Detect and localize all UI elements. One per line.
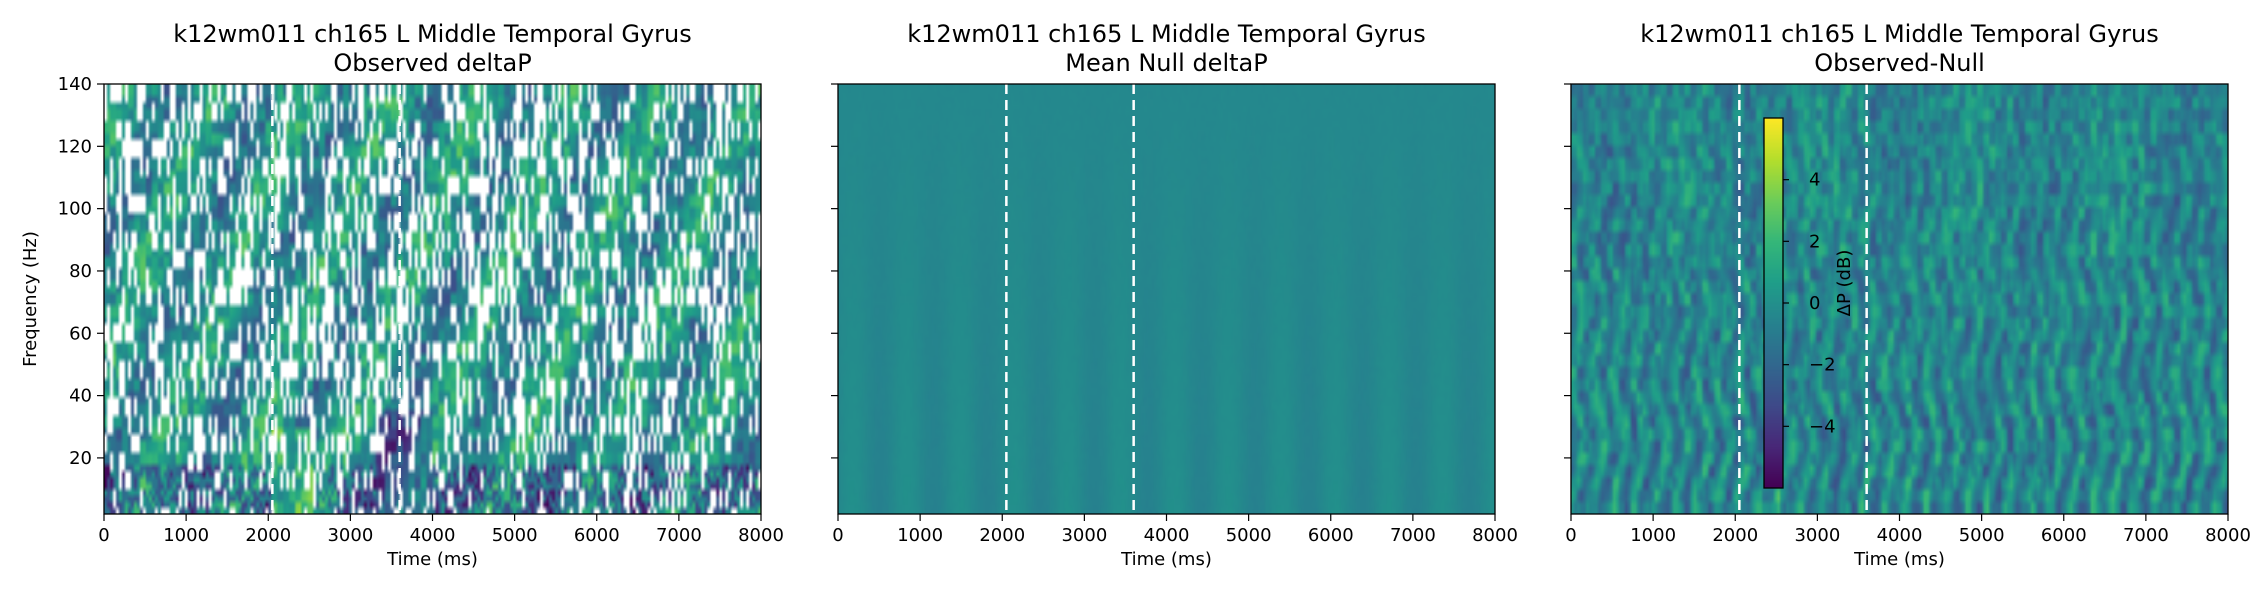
x-tick-label: 6000 (1308, 525, 1354, 546)
colorbar-tick-label: −4 (1809, 416, 1836, 437)
x-tick-label: 1000 (163, 525, 209, 546)
x-tick-label: 2000 (1712, 525, 1758, 546)
chart-title: k12wm011 ch165 L Middle Temporal Gyrus (907, 20, 1426, 48)
x-tick-label: 3000 (1794, 525, 1840, 546)
colorbar-tick-label: 4 (1809, 170, 1820, 191)
x-tick-label: 2000 (979, 525, 1025, 546)
x-tick-label: 2000 (245, 525, 291, 546)
x-tick-label: 7000 (656, 525, 702, 546)
x-tick-label: 4000 (1144, 525, 1190, 546)
x-tick-label: 1000 (1630, 525, 1676, 546)
x-tick-label: 1000 (897, 525, 943, 546)
x-tick-label: 0 (1565, 525, 1576, 546)
y-axis-label: Frequency (Hz) (20, 231, 41, 367)
chart-panel-3: 0 1000 2000 3000 4000 5000 6000 7000 8000 Time (m… (1564, 20, 2250, 570)
x-tick-label: 8000 (738, 525, 784, 546)
chart-title: k12wm011 ch165 L Middle Temporal Gyrus (173, 20, 692, 48)
chart-title: k12wm011 ch165 L Middle Temporal Gyrus (1640, 20, 2159, 48)
y-tick-label: 60 (69, 323, 92, 344)
colorbar-label: ΔP (dB) (1834, 250, 1855, 317)
heatmap-cells (838, 84, 1495, 514)
y-tick-label: 100 (58, 199, 92, 220)
y-tick-label: 140 (58, 74, 92, 95)
x-tick-label: 8000 (1472, 525, 1518, 546)
colorbar-tick-label: 2 (1809, 231, 1820, 252)
x-tick-label: 5000 (492, 525, 538, 546)
heatmap-cells (1571, 84, 2228, 514)
colorbar: −4 −2 0 2 4 ΔP (dB) (1763, 117, 1855, 489)
y-tick-label: 20 (69, 448, 92, 469)
x-tick-label: 7000 (1390, 525, 1436, 546)
x-tick-label: 3000 (1061, 525, 1107, 546)
y-tick-label: 120 (58, 136, 92, 157)
heatmap-cells (104, 84, 761, 514)
x-tick-label: 6000 (2041, 525, 2087, 546)
colorbar-gradient (1764, 118, 1783, 488)
x-tick-label: 0 (832, 525, 843, 546)
colorbar-tick-label: 0 (1809, 293, 1820, 314)
x-axis-label: Time (ms) (386, 549, 478, 570)
colorbar-tick-label: −2 (1809, 355, 1836, 376)
x-tick-label: 8000 (2205, 525, 2250, 546)
x-tick-label: 4000 (410, 525, 456, 546)
x-tick-label: 6000 (574, 525, 620, 546)
x-tick-label: 7000 (2123, 525, 2169, 546)
chart-panel-1: 0 1000 2000 3000 4000 5000 6000 7000 8000 20 40 60 8… (20, 20, 784, 570)
y-tick-label: 40 (69, 386, 92, 407)
chart-panel-2: 0 1000 2000 3000 4000 5000 6000 7000 8000 Time (m… (831, 20, 1518, 570)
x-tick-label: 4000 (1877, 525, 1923, 546)
chart-subtitle: Mean Null deltaP (1065, 49, 1267, 77)
x-tick-label: 0 (98, 525, 109, 546)
x-tick-label: 5000 (1959, 525, 2005, 546)
x-axis-label: Time (ms) (1853, 549, 1945, 570)
x-tick-label: 5000 (1226, 525, 1272, 546)
x-tick-label: 3000 (327, 525, 373, 546)
chart-subtitle: Observed deltaP (333, 49, 531, 77)
chart-subtitle: Observed-Null (1814, 49, 1985, 77)
y-tick-label: 80 (69, 261, 92, 282)
x-axis-label: Time (ms) (1120, 549, 1212, 570)
